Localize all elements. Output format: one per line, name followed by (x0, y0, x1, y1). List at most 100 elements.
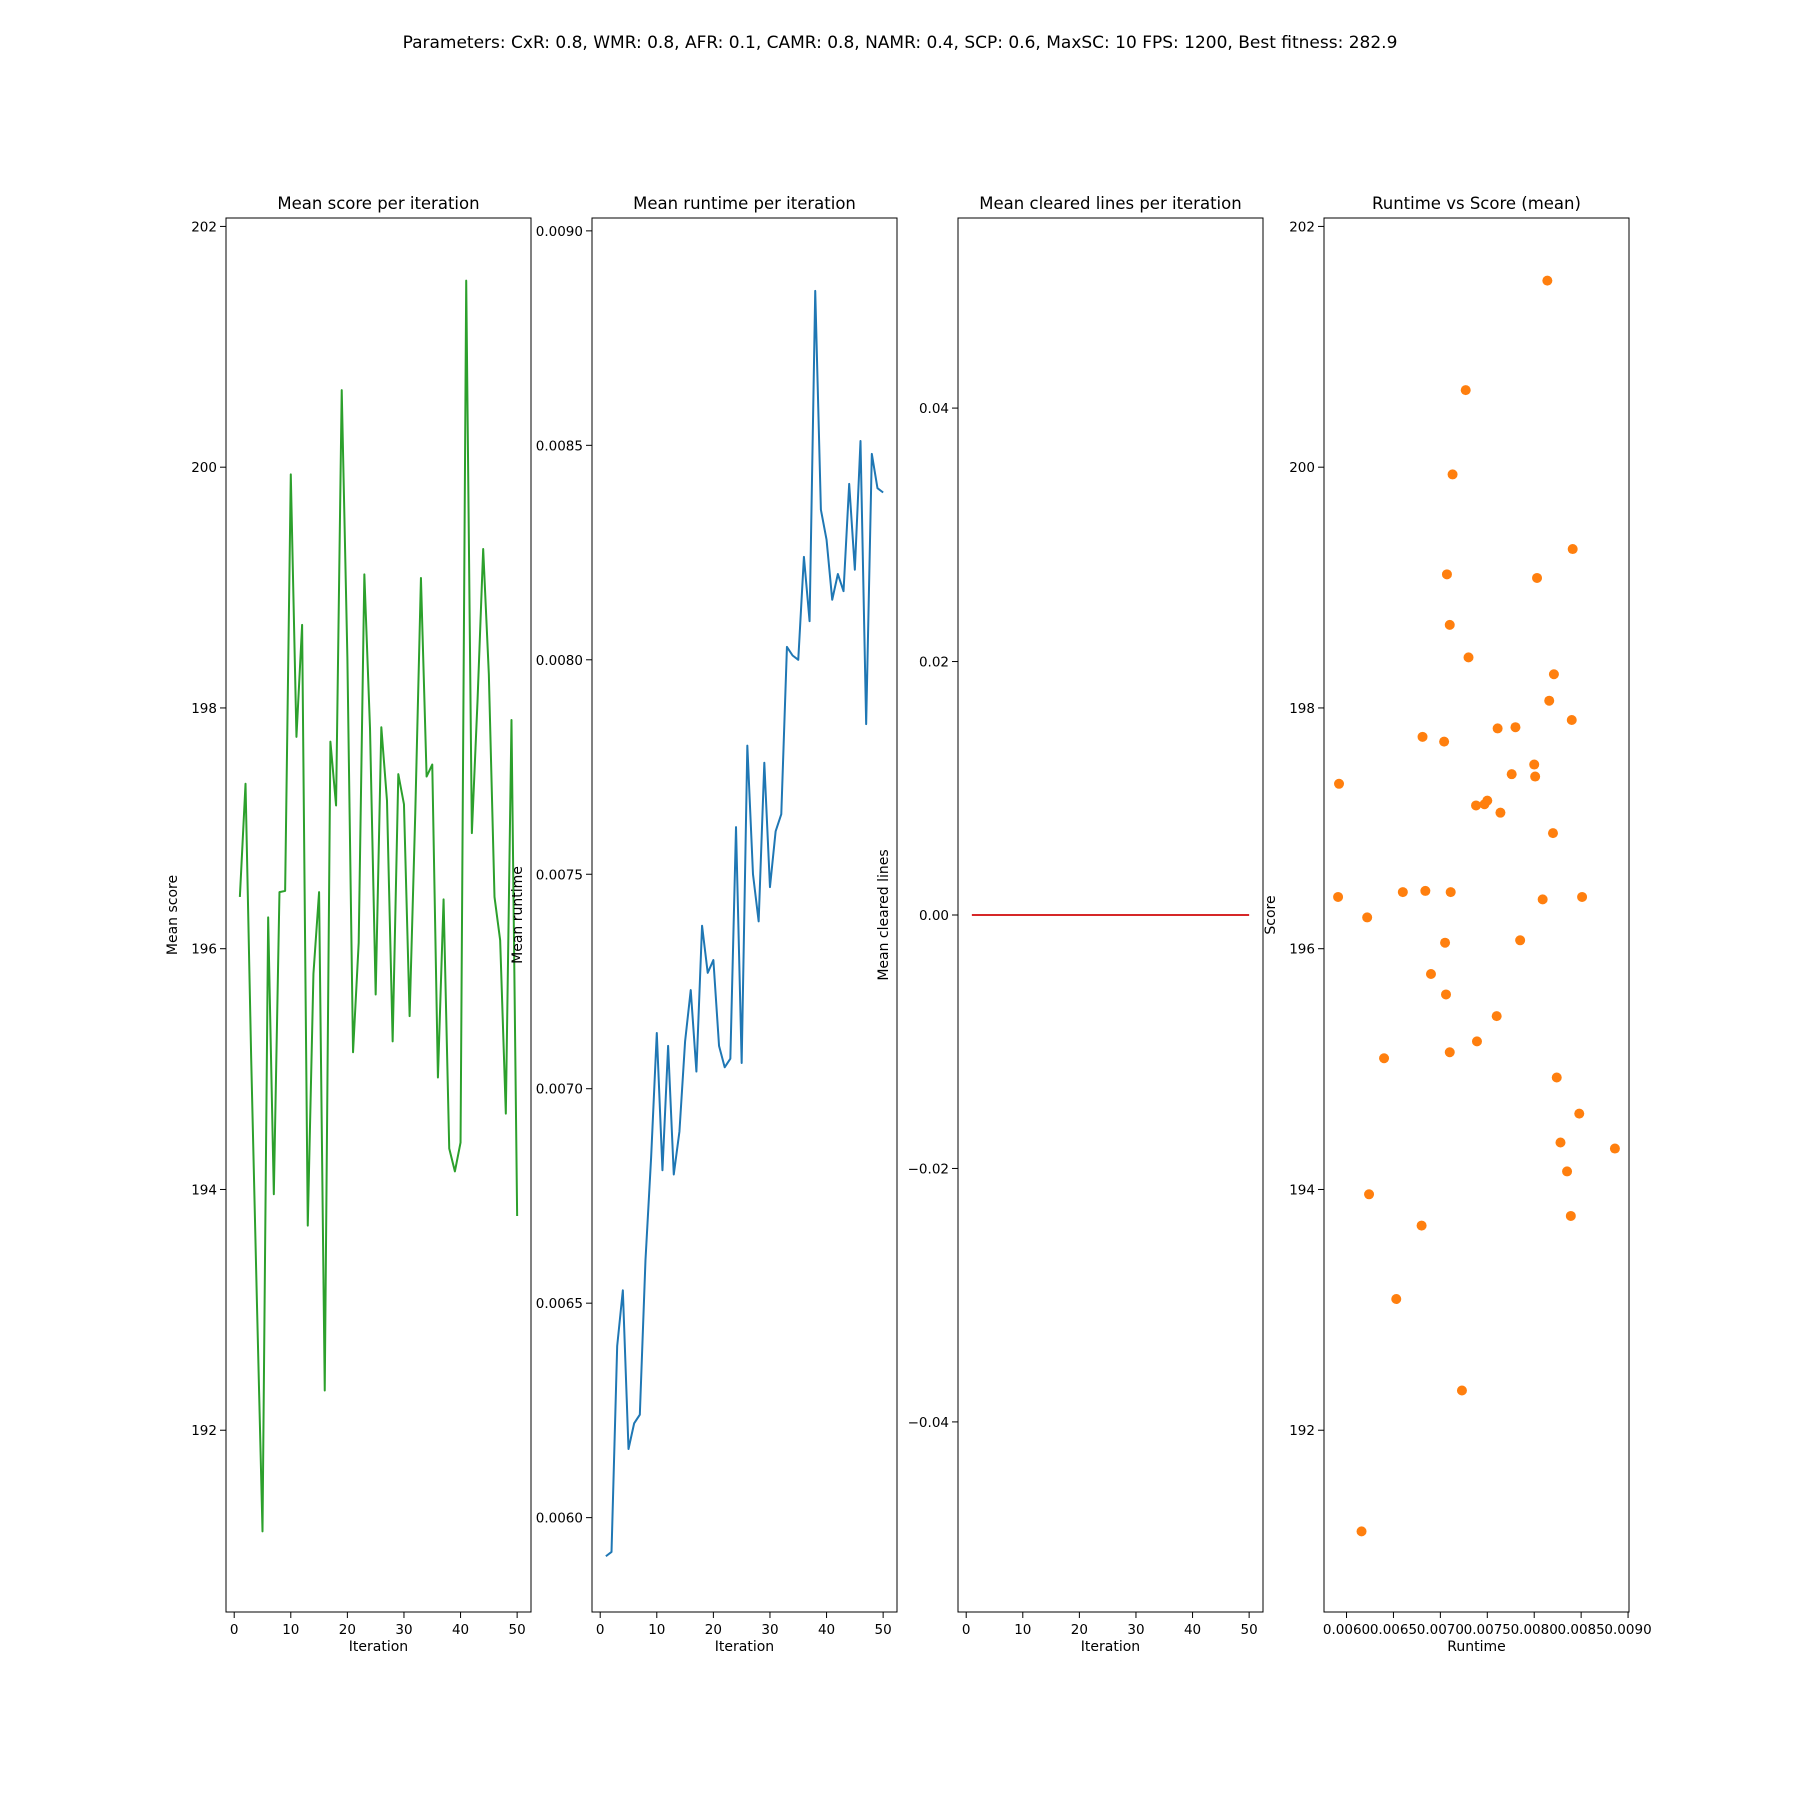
scatter-point (1515, 935, 1526, 946)
y-tick-label: 0.0080 (536, 653, 583, 669)
x-tick-label: 0.0080 (1511, 1622, 1558, 1638)
scatter-point (1333, 891, 1344, 902)
scatter-point (1441, 989, 1451, 1000)
scatter-point (1510, 722, 1521, 733)
y-tick-label: 194 (1289, 1182, 1315, 1198)
x-tick-label: 0.0060 (1323, 1622, 1370, 1638)
scatter-point (1391, 1294, 1402, 1305)
scatter-point (1577, 891, 1588, 902)
y-tick-label: 0.0070 (536, 1082, 583, 1098)
y-tick-label: 0.0075 (536, 867, 583, 883)
x-axis-label: Iteration (715, 1639, 774, 1655)
y-tick-label: −0.02 (908, 1161, 949, 1177)
scatter-point (1444, 1047, 1455, 1058)
x-tick-label: 30 (1127, 1622, 1144, 1638)
x-tick-label: 10 (282, 1622, 299, 1638)
scatter-point (1445, 887, 1456, 898)
axes-frame (225, 217, 532, 1613)
x-tick-label: 30 (395, 1622, 412, 1638)
scatter-point (1334, 778, 1345, 789)
y-tick-label: 192 (191, 1423, 217, 1439)
y-tick-label: 200 (191, 460, 217, 476)
x-tick-label: 40 (452, 1622, 469, 1638)
subplot-title: Mean runtime per iteration (633, 194, 856, 213)
scatter-point (1471, 1036, 1482, 1047)
x-tick-label: 0 (962, 1622, 971, 1638)
scatter-point (1471, 800, 1482, 811)
x-tick-label: 50 (1241, 1622, 1258, 1638)
scatter-point (1441, 569, 1452, 580)
scatter-point (1529, 759, 1540, 770)
scatter-point (1447, 469, 1458, 480)
x-tick-label: 50 (875, 1622, 892, 1638)
scatter-point (1551, 1072, 1562, 1083)
series-line (605, 289, 884, 1558)
scatter-point (1609, 1143, 1620, 1154)
y-tick-label: 200 (1289, 460, 1315, 476)
x-tick-label: 10 (1014, 1622, 1031, 1638)
y-axis-label: Mean cleared lines (876, 849, 892, 980)
scatter-point (1440, 937, 1451, 948)
series-line (238, 279, 519, 1533)
y-tick-label: 198 (1289, 701, 1315, 717)
scatter-point (1562, 1166, 1573, 1177)
scatter-point (1532, 572, 1543, 583)
scatter-point (1492, 723, 1503, 734)
x-tick-label: 0.0085 (1558, 1622, 1605, 1638)
y-axis-label: Mean runtime (510, 866, 526, 964)
x-axis-label: Runtime (1447, 1639, 1505, 1655)
y-tick-label: 0.02 (919, 655, 949, 671)
scatter-point (1439, 736, 1450, 747)
scatter-point (1566, 714, 1577, 725)
y-tick-label: 0.04 (919, 401, 949, 417)
scatter-point (1567, 544, 1578, 555)
x-tick-label: 40 (818, 1622, 835, 1638)
y-tick-label: 198 (191, 701, 217, 717)
scatter-point (1362, 912, 1373, 923)
y-tick-label: 0.0060 (536, 1511, 583, 1527)
scatter-point (1544, 695, 1555, 706)
scatter-point (1548, 669, 1559, 680)
figure-suptitle: Parameters: CxR: 0.8, WMR: 0.8, AFR: 0.1… (402, 33, 1398, 53)
x-axis-label: Iteration (349, 1639, 408, 1655)
x-tick-label: 0.0090 (1604, 1622, 1651, 1638)
scatter-point (1417, 731, 1428, 742)
scatter-point (1356, 1526, 1367, 1537)
scatter-point (1495, 807, 1506, 818)
x-tick-label: 20 (705, 1622, 722, 1638)
scatter-point (1479, 799, 1490, 810)
subplot-1: Mean score per iteration 0 10 20 30 40 50 192 19… (165, 194, 532, 1655)
scatter-point (1574, 1108, 1585, 1119)
scatter-point (1491, 1011, 1502, 1022)
scatter-point (1444, 619, 1455, 630)
scatter-point (1547, 828, 1558, 839)
y-tick-label: 192 (1289, 1423, 1315, 1439)
y-tick-label: 196 (1289, 942, 1315, 958)
subplot-2: Mean runtime per iteration 0 10 20 30 40 50 0.0… (510, 194, 898, 1655)
scatter-point (1555, 1137, 1566, 1148)
scatter-point (1397, 887, 1408, 898)
y-axis-label: Score (1263, 895, 1279, 934)
x-tick-label: 0.0065 (1370, 1622, 1417, 1638)
y-tick-label: 194 (191, 1182, 217, 1198)
y-tick-label: 0.0085 (536, 438, 583, 454)
scatter-point (1565, 1210, 1576, 1221)
subplot-title: Mean score per iteration (277, 194, 479, 213)
axes-frame (1323, 217, 1630, 1613)
x-tick-label: 0 (596, 1622, 605, 1638)
scatter-point (1456, 1385, 1467, 1396)
subplot-3: Mean cleared lines per iteration 0 10 20 30 4… (876, 194, 1264, 1655)
scatter-point (1463, 652, 1474, 663)
scatter-point (1416, 1220, 1427, 1231)
y-tick-label: 0.0065 (536, 1296, 583, 1312)
x-tick-label: 10 (648, 1622, 665, 1638)
y-tick-label: 202 (191, 219, 217, 235)
scatter-point (1537, 894, 1548, 905)
subplot-title: Runtime vs Score (mean) (1372, 194, 1581, 213)
y-tick-label: 0.00 (919, 908, 949, 924)
x-tick-label: 0.0075 (1464, 1622, 1511, 1638)
y-tick-label: −0.04 (908, 1415, 949, 1431)
scatter-point (1506, 769, 1517, 780)
y-tick-label: 196 (191, 942, 217, 958)
